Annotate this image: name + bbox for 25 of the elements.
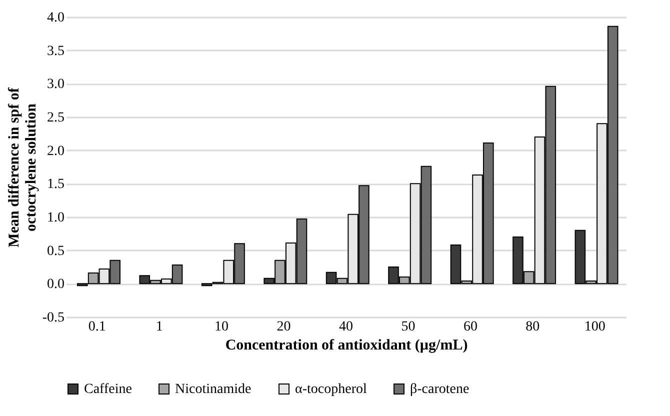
legend-label: α-tocopherol [295, 382, 367, 397]
x-tick-label: 50 [401, 320, 416, 334]
legend-label: Nicotinamide [175, 382, 252, 397]
y-tick-label: 0.5 [47, 244, 64, 259]
y-tick-label: 2.5 [47, 110, 64, 126]
x-tick-label: 10 [214, 320, 229, 334]
y-tick-label: 3.0 [47, 77, 64, 92]
x-tick-label: 60 [463, 320, 478, 334]
y-tick-label: 1.5 [47, 177, 64, 192]
x-tick-label: 0.1 [88, 320, 106, 334]
x-axis-title: Concentration of antioxidant (µg/mL) [225, 338, 468, 354]
x-tick-label: 20 [276, 320, 291, 334]
legend-label: Caffeine [84, 382, 132, 397]
y-tick-label: -0.5 [42, 310, 64, 326]
y-tick-label: 2.0 [47, 144, 64, 159]
x-tick-label: 100 [584, 320, 606, 334]
x-tick-label: 40 [339, 320, 353, 334]
x-tick-label: 1 [156, 320, 163, 334]
y-tick-label: 3.5 [47, 44, 64, 59]
y-tick-label: 1.0 [47, 210, 64, 226]
x-tick-label: 80 [526, 320, 540, 334]
legend-label: β-carotene [410, 382, 470, 397]
y-tick-label: 0.0 [47, 277, 64, 292]
y-tick-label: 4.0 [47, 10, 64, 26]
y-axis-title: Mean difference in spf of octocrylene solution [6, 86, 40, 248]
